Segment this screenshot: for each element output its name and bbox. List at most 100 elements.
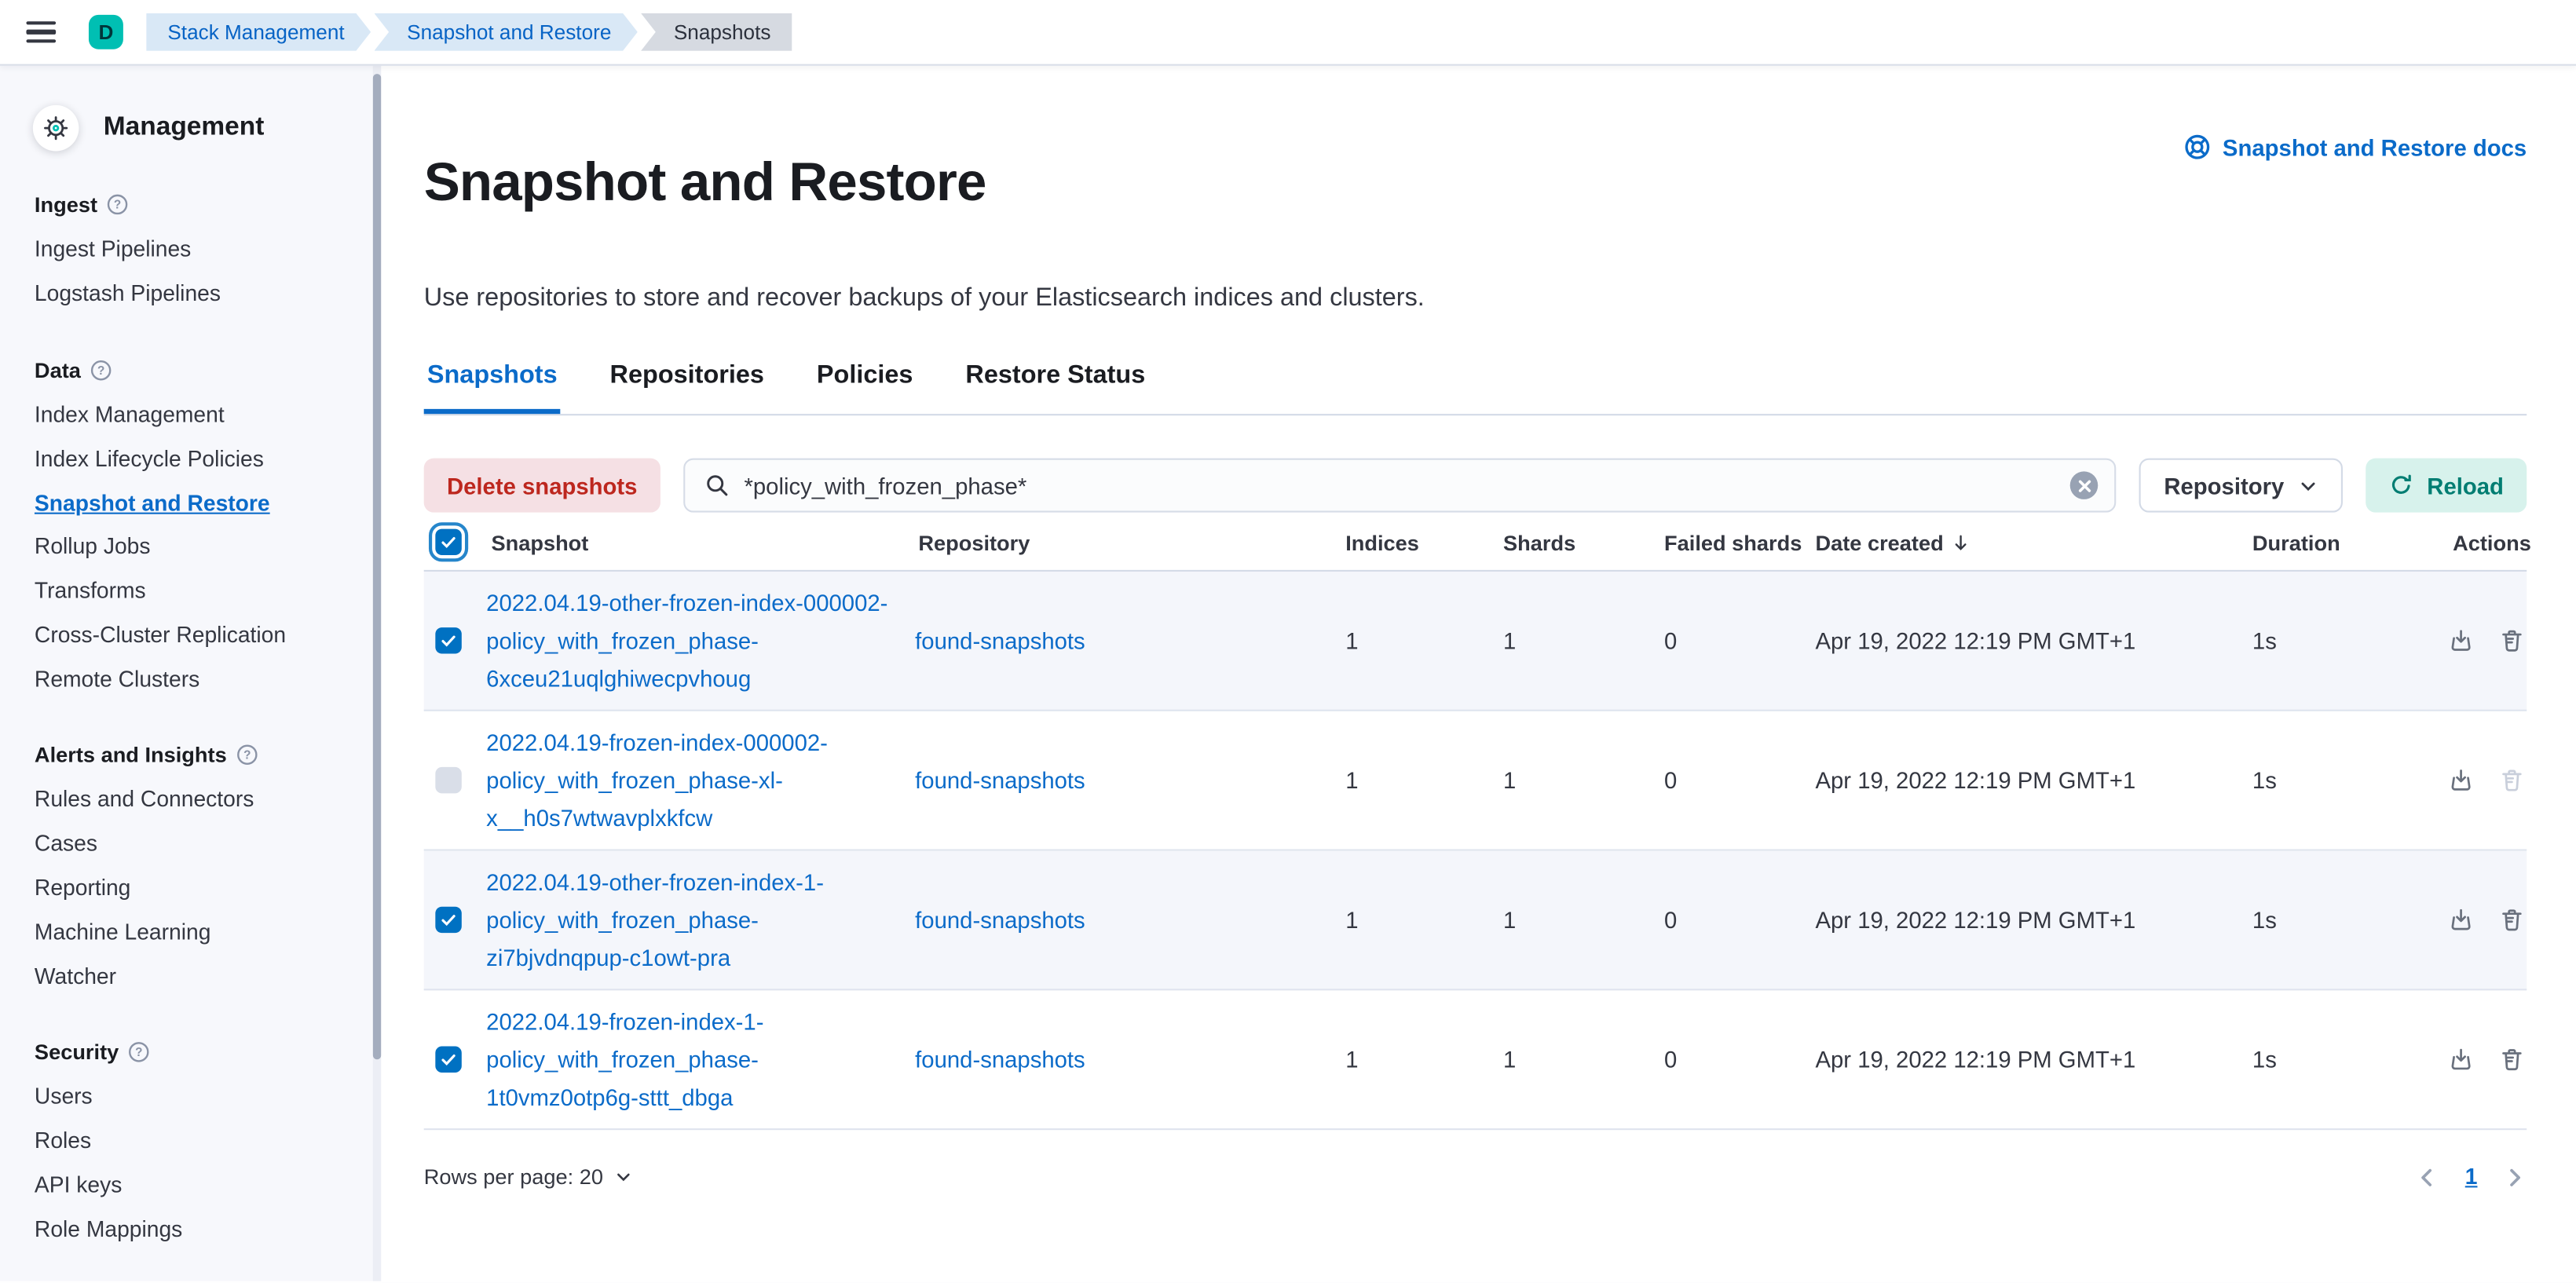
- column-header-indices[interactable]: Indices: [1345, 530, 1419, 555]
- sidebar-scrollbar-thumb[interactable]: [372, 74, 382, 1060]
- sidebar-item-ingest-pipelines[interactable]: Ingest Pipelines: [34, 237, 192, 262]
- svg-text:?: ?: [115, 199, 122, 212]
- column-header-duration[interactable]: Duration: [2252, 530, 2340, 555]
- page-title: Snapshot and Restore: [423, 151, 987, 213]
- breadcrumb-snapshot-and-restore[interactable]: Snapshot and Restore: [374, 13, 638, 51]
- breadcrumb: Stack Management Snapshot and Restore Sn…: [146, 13, 792, 51]
- repository-link[interactable]: found-snapshots: [915, 627, 1085, 655]
- tab-snapshots[interactable]: Snapshots: [423, 352, 561, 415]
- select-all-checkbox[interactable]: [428, 522, 469, 562]
- pagination: 1: [2416, 1165, 2527, 1190]
- sidebar-item-index-management[interactable]: Index Management: [34, 402, 225, 427]
- column-header-shards[interactable]: Shards: [1503, 530, 1576, 555]
- repository-link[interactable]: found-snapshots: [915, 767, 1085, 794]
- tab-policies[interactable]: Policies: [816, 361, 913, 390]
- help-icon[interactable]: ?: [236, 744, 258, 766]
- shards-value: 1: [1503, 767, 1517, 794]
- section-heading: Alerts and Insights: [34, 742, 227, 767]
- sidebar-item-roles[interactable]: Roles: [34, 1128, 92, 1153]
- column-header-failed-shards[interactable]: Failed shards: [1664, 530, 1802, 555]
- help-icon[interactable]: ?: [108, 194, 129, 215]
- column-header-date-created[interactable]: Date created: [1810, 530, 2247, 554]
- table-row: 2022.04.19-frozen-index-1-policy_with_fr…: [423, 991, 2527, 1131]
- tab-repositories[interactable]: Repositories: [609, 361, 764, 390]
- snapshots-table: Snapshot Repository Indices Shards Faile…: [423, 513, 2531, 1131]
- previous-page-icon[interactable]: [2416, 1166, 2439, 1189]
- sidebar-item-api-keys[interactable]: API keys: [34, 1172, 123, 1197]
- date-created-value: Apr 19, 2022 12:19 PM GMT+1: [1815, 1046, 2136, 1073]
- page-number-1[interactable]: 1: [2464, 1164, 2478, 1190]
- delete-snapshot-icon[interactable]: [2499, 628, 2525, 654]
- delete-snapshot-icon[interactable]: [2499, 1047, 2525, 1073]
- snapshot-name-link[interactable]: 2022.04.19-other-frozen-index-000002-pol…: [486, 589, 888, 692]
- reload-button[interactable]: Reload: [2366, 459, 2527, 514]
- repository-link[interactable]: found-snapshots: [915, 1046, 1085, 1073]
- help-icon[interactable]: ?: [129, 1041, 150, 1062]
- column-header-repository[interactable]: Repository: [918, 530, 1030, 555]
- delete-snapshots-button[interactable]: Delete snapshots: [423, 459, 660, 514]
- shards-value: 1: [1503, 627, 1517, 655]
- snapshot-name-link[interactable]: 2022.04.19-other-frozen-index-1-policy_w…: [486, 868, 824, 970]
- restore-snapshot-icon[interactable]: [2448, 907, 2474, 933]
- snapshot-name-link[interactable]: 2022.04.19-frozen-index-000002-policy_wi…: [486, 729, 828, 831]
- sidebar-item-cases[interactable]: Cases: [34, 831, 97, 857]
- sidebar-item-remote-clusters[interactable]: Remote Clusters: [34, 666, 200, 691]
- sidebar-item-snapshot-and-restore[interactable]: Snapshot and Restore: [34, 490, 270, 515]
- restore-snapshot-icon[interactable]: [2448, 1047, 2474, 1073]
- reload-button-label: Reload: [2427, 472, 2504, 499]
- sidebar-item-role-mappings[interactable]: Role Mappings: [34, 1216, 183, 1241]
- rows-per-page-selector[interactable]: Rows per page: 20: [424, 1165, 633, 1190]
- repository-link[interactable]: found-snapshots: [915, 907, 1085, 934]
- sidebar-item-rollup-jobs[interactable]: Rollup Jobs: [34, 534, 151, 559]
- sidebar-item-index-lifecycle-policies[interactable]: Index Lifecycle Policies: [34, 446, 264, 471]
- section-heading: Data: [34, 357, 81, 382]
- delete-snapshot-icon[interactable]: [2499, 907, 2525, 933]
- snapshot-name-link[interactable]: 2022.04.19-frozen-index-1-policy_with_fr…: [486, 1007, 764, 1110]
- svg-text:?: ?: [136, 1046, 143, 1059]
- date-created-value: Apr 19, 2022 12:19 PM GMT+1: [1815, 767, 2136, 794]
- management-sidebar: Management Ingest ? Ingest Pipelines Log…: [0, 65, 382, 1281]
- duration-value: 1s: [2252, 1046, 2277, 1073]
- sidebar-item-transforms[interactable]: Transforms: [34, 578, 146, 603]
- clear-search-icon[interactable]: [2070, 471, 2098, 500]
- space-avatar[interactable]: D: [88, 14, 123, 49]
- row-checkbox[interactable]: [435, 1046, 462, 1073]
- chevron-down-icon: [2302, 482, 2316, 491]
- date-created-value: Apr 19, 2022 12:19 PM GMT+1: [1815, 627, 2136, 655]
- sidebar-item-rules-and-connectors[interactable]: Rules and Connectors: [34, 787, 254, 813]
- top-navigation-bar: D Stack Management Snapshot and Restore …: [0, 0, 2576, 66]
- menu-icon[interactable]: [26, 21, 57, 43]
- sidebar-item-logstash-pipelines[interactable]: Logstash Pipelines: [34, 281, 221, 306]
- search-input[interactable]: *policy_with_frozen_phase*: [683, 459, 2117, 514]
- row-checkbox[interactable]: [435, 627, 462, 655]
- tab-restore-status[interactable]: Restore Status: [965, 361, 1146, 390]
- next-page-icon[interactable]: [2504, 1166, 2527, 1189]
- restore-snapshot-icon[interactable]: [2448, 767, 2474, 793]
- column-header-snapshot[interactable]: Snapshot: [491, 530, 589, 555]
- sidebar-title: Management: [103, 113, 265, 141]
- breadcrumb-stack-management[interactable]: Stack Management: [146, 13, 371, 51]
- sidebar-item-cross-cluster-replication[interactable]: Cross-Cluster Replication: [34, 622, 287, 647]
- sidebar-item-machine-learning[interactable]: Machine Learning: [34, 919, 211, 945]
- sidebar-item-reporting[interactable]: Reporting: [34, 875, 131, 901]
- sidebar-section-security: Security ? Users Roles API keys Role Map…: [0, 1040, 381, 1252]
- shards-value: 1: [1503, 907, 1517, 934]
- gear-icon: [32, 104, 79, 152]
- life-ring-icon: [2185, 134, 2209, 159]
- indices-value: 1: [1345, 907, 1359, 934]
- table-row: 2022.04.19-other-frozen-index-000002-pol…: [423, 572, 2527, 712]
- sidebar-item-users[interactable]: Users: [34, 1084, 93, 1109]
- row-checkbox[interactable]: [435, 907, 462, 934]
- repository-filter-button[interactable]: Repository: [2139, 459, 2344, 514]
- shards-value: 1: [1503, 1046, 1517, 1073]
- row-checkbox[interactable]: [435, 767, 462, 794]
- sidebar-item-watcher[interactable]: Watcher: [34, 963, 117, 989]
- docs-link[interactable]: Snapshot and Restore docs: [2183, 133, 2527, 161]
- restore-snapshot-icon[interactable]: [2448, 628, 2474, 654]
- failed-shards-value: 0: [1664, 1046, 1678, 1073]
- repository-filter-label: Repository: [2164, 472, 2285, 499]
- date-created-value: Apr 19, 2022 12:19 PM GMT+1: [1815, 907, 2136, 934]
- sidebar-scrollbar: [372, 65, 382, 1281]
- help-icon[interactable]: ?: [90, 359, 112, 380]
